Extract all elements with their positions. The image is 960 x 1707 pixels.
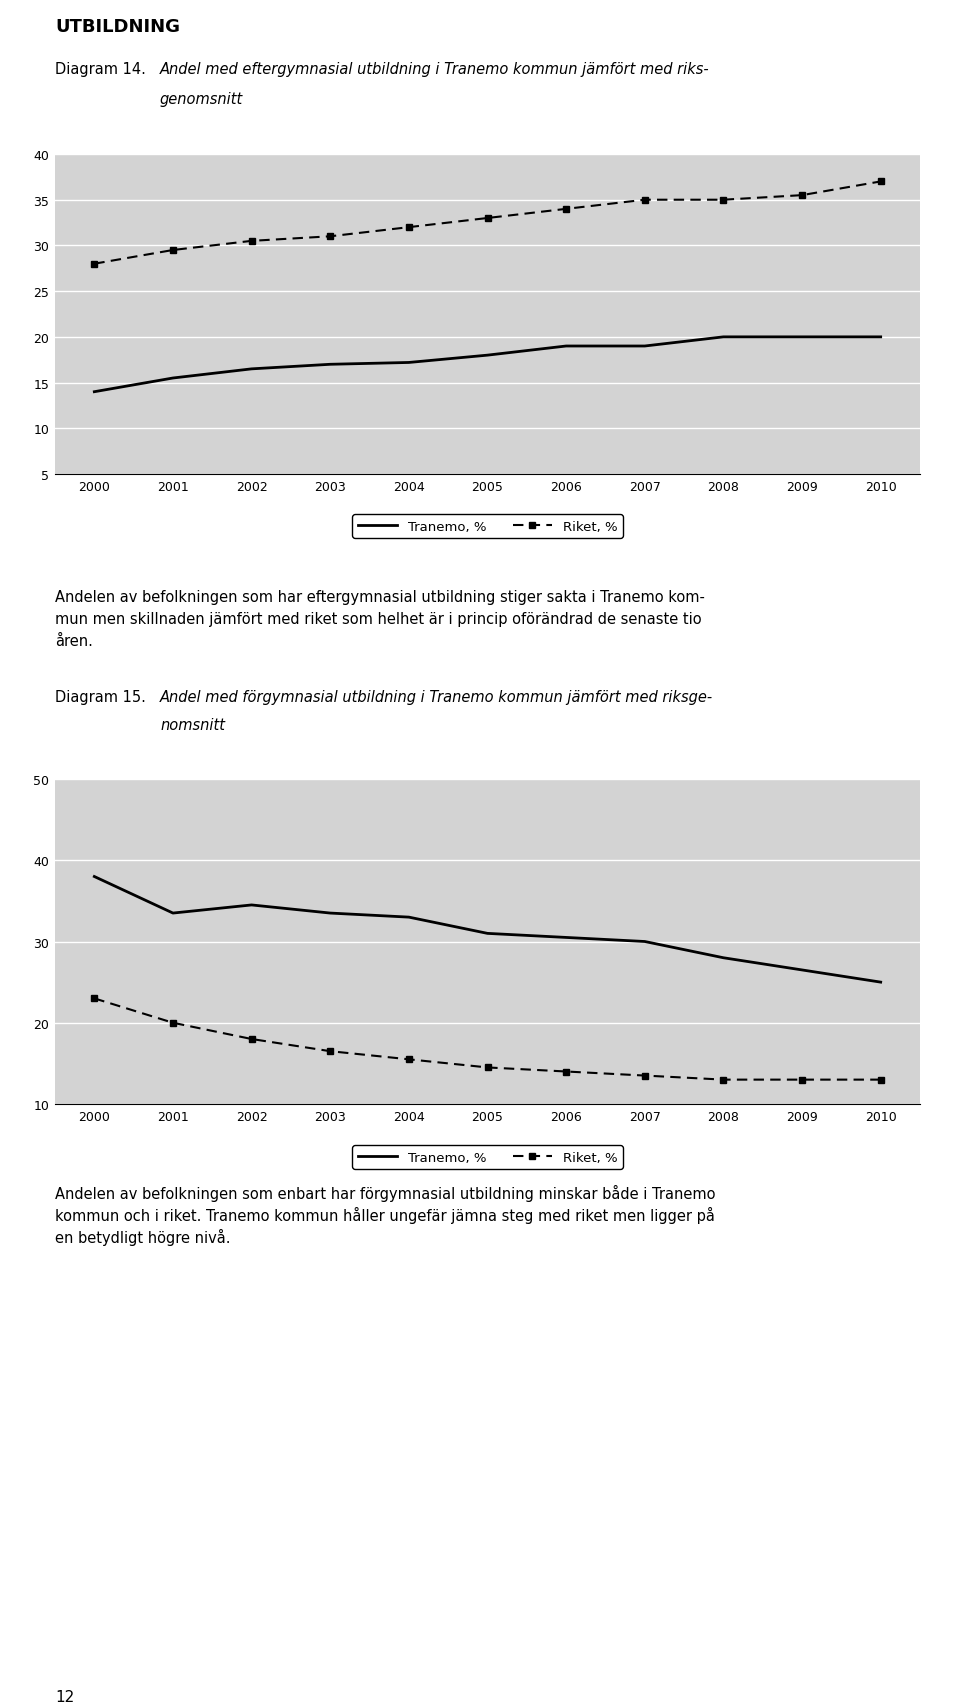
Text: Andel med förgymnasial utbildning i Tranemo kommun jämfört med riksge-: Andel med förgymnasial utbildning i Tran… [160,690,713,705]
Legend: Tranemo, %, Riket, %: Tranemo, %, Riket, % [352,1145,623,1169]
Text: Andel med eftergymnasial utbildning i Tranemo kommun jämfört med riks-: Andel med eftergymnasial utbildning i Tr… [160,61,709,77]
Text: Andelen av befolkningen som har eftergymnasial utbildning stiger sakta i Tranemo: Andelen av befolkningen som har eftergym… [55,589,705,604]
Legend: Tranemo, %, Riket, %: Tranemo, %, Riket, % [352,516,623,538]
Text: åren.: åren. [55,633,93,649]
Text: genomsnitt: genomsnitt [160,92,243,108]
Text: kommun och i riket. Tranemo kommun håller ungefär jämna steg med riket men ligge: kommun och i riket. Tranemo kommun hålle… [55,1207,715,1224]
Text: UTBILDNING: UTBILDNING [55,19,180,36]
Text: 12: 12 [55,1688,74,1704]
Text: mun men skillnaden jämfört med riket som helhet är i princip oförändrad de senas: mun men skillnaden jämfört med riket som… [55,611,702,626]
Text: Diagram 14.: Diagram 14. [55,61,146,77]
Text: nomsnitt: nomsnitt [160,717,225,732]
Text: en betydligt högre nivå.: en betydligt högre nivå. [55,1229,230,1246]
Text: Andelen av befolkningen som enbart har förgymnasial utbildning minskar både i Tr: Andelen av befolkningen som enbart har f… [55,1185,715,1202]
Text: Diagram 15.: Diagram 15. [55,690,146,705]
